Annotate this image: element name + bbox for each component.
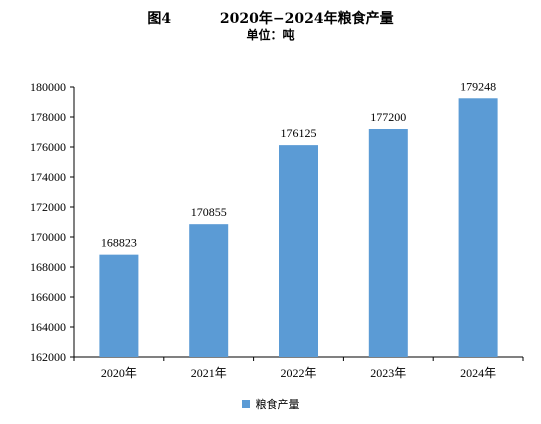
data-label-3: 177200: [370, 110, 406, 124]
y-tick-label: 178000: [30, 110, 66, 124]
y-tick-label: 166000: [30, 290, 66, 304]
x-tick-label-0: 2020年: [101, 366, 137, 380]
bar-4: [458, 98, 498, 357]
data-label-4: 179248: [460, 79, 496, 93]
y-tick-label: 172000: [30, 200, 66, 214]
legend-label: 粮食产量: [255, 398, 300, 411]
data-label-0: 168823: [101, 236, 137, 250]
x-tick-label-2: 2022年: [280, 366, 316, 380]
x-tick-label-3: 2023年: [370, 366, 406, 380]
data-label-1: 170855: [191, 205, 227, 219]
chart-title: 图4 2020年−2024年粮食产量: [147, 11, 394, 27]
bar-2: [279, 145, 318, 357]
bar-0: [99, 254, 139, 357]
chart-subtitle: 单位：吨: [246, 28, 295, 42]
y-tick-label: 162000: [30, 350, 66, 364]
y-tick-label: 164000: [30, 320, 66, 334]
y-tick-label: 168000: [30, 260, 66, 274]
y-tick-label: 180000: [30, 80, 66, 94]
y-tick-label: 176000: [30, 140, 66, 154]
x-tick-label-4: 2024年: [460, 366, 496, 380]
legend: 粮食产量: [0, 396, 541, 412]
legend-swatch: [241, 400, 250, 408]
data-label-2: 176125: [281, 126, 317, 140]
x-tick-label-1: 2021年: [191, 366, 227, 380]
bar-1: [189, 224, 229, 357]
bar-3: [368, 129, 408, 357]
y-tick-label: 174000: [30, 170, 66, 184]
y-tick-label: 170000: [30, 230, 66, 244]
